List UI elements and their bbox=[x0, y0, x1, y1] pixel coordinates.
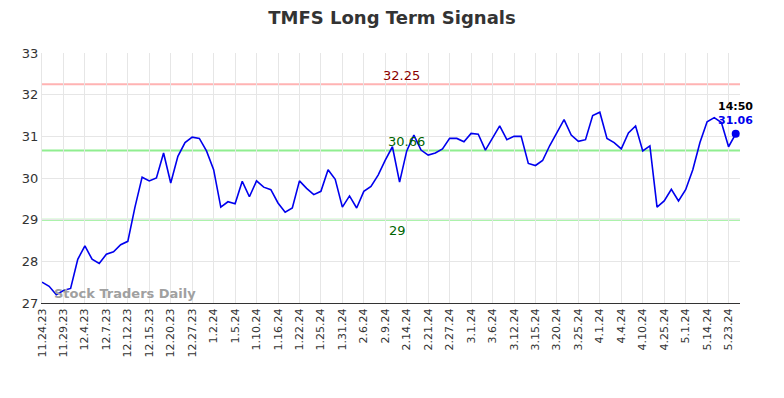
svg-text:11.24.23: 11.24.23 bbox=[36, 308, 49, 357]
svg-text:14:50: 14:50 bbox=[718, 100, 753, 113]
svg-text:TMFS Long Term Signals: TMFS Long Term Signals bbox=[268, 7, 515, 28]
svg-text:2.6.24: 2.6.24 bbox=[357, 308, 370, 343]
svg-text:4.1.24: 4.1.24 bbox=[593, 308, 606, 343]
svg-text:3.25.24: 3.25.24 bbox=[572, 308, 585, 350]
svg-text:12.7.23: 12.7.23 bbox=[100, 308, 113, 350]
svg-text:3.6.24: 3.6.24 bbox=[486, 308, 499, 343]
svg-text:5.23.24: 5.23.24 bbox=[722, 308, 735, 350]
svg-text:29: 29 bbox=[389, 223, 406, 238]
svg-text:30.66: 30.66 bbox=[388, 134, 425, 149]
svg-text:27: 27 bbox=[22, 296, 39, 311]
svg-text:3.15.24: 3.15.24 bbox=[529, 308, 542, 350]
svg-text:1.16.24: 1.16.24 bbox=[272, 308, 285, 350]
svg-text:1.10.24: 1.10.24 bbox=[250, 308, 263, 350]
svg-text:1.22.24: 1.22.24 bbox=[293, 308, 306, 350]
svg-text:31.06: 31.06 bbox=[718, 114, 753, 127]
svg-text:1.25.24: 1.25.24 bbox=[314, 308, 327, 350]
svg-text:12.12.23: 12.12.23 bbox=[121, 308, 134, 357]
svg-text:32.25: 32.25 bbox=[383, 68, 420, 83]
svg-text:2.14.24: 2.14.24 bbox=[400, 308, 413, 350]
svg-text:28: 28 bbox=[22, 254, 39, 269]
svg-text:2.27.24: 2.27.24 bbox=[443, 308, 456, 350]
svg-text:33: 33 bbox=[22, 46, 39, 61]
svg-text:32: 32 bbox=[22, 87, 39, 102]
svg-text:2.21.24: 2.21.24 bbox=[422, 308, 435, 350]
svg-text:Stock Traders Daily: Stock Traders Daily bbox=[54, 286, 196, 301]
svg-text:4.4.24: 4.4.24 bbox=[615, 308, 628, 343]
svg-text:29: 29 bbox=[22, 212, 39, 227]
svg-text:4.10.24: 4.10.24 bbox=[636, 308, 649, 350]
svg-text:30: 30 bbox=[22, 171, 39, 186]
svg-text:12.15.23: 12.15.23 bbox=[143, 308, 156, 357]
svg-text:1.2.24: 1.2.24 bbox=[207, 308, 220, 343]
svg-text:2.9.24: 2.9.24 bbox=[379, 308, 392, 343]
svg-text:5.14.24: 5.14.24 bbox=[701, 308, 714, 350]
svg-text:12.20.23: 12.20.23 bbox=[164, 308, 177, 357]
svg-text:1.31.24: 1.31.24 bbox=[336, 308, 349, 350]
svg-text:3.12.24: 3.12.24 bbox=[508, 308, 521, 350]
svg-text:11.29.23: 11.29.23 bbox=[57, 308, 70, 357]
svg-text:12.27.23: 12.27.23 bbox=[186, 308, 199, 357]
svg-text:3.1.24: 3.1.24 bbox=[465, 308, 478, 343]
svg-text:31: 31 bbox=[22, 129, 39, 144]
svg-text:4.25.24: 4.25.24 bbox=[658, 308, 671, 350]
svg-text:3.20.24: 3.20.24 bbox=[550, 308, 563, 350]
svg-text:1.5.24: 1.5.24 bbox=[229, 308, 242, 343]
svg-text:5.1.24: 5.1.24 bbox=[679, 308, 692, 343]
svg-text:12.4.23: 12.4.23 bbox=[78, 308, 91, 350]
